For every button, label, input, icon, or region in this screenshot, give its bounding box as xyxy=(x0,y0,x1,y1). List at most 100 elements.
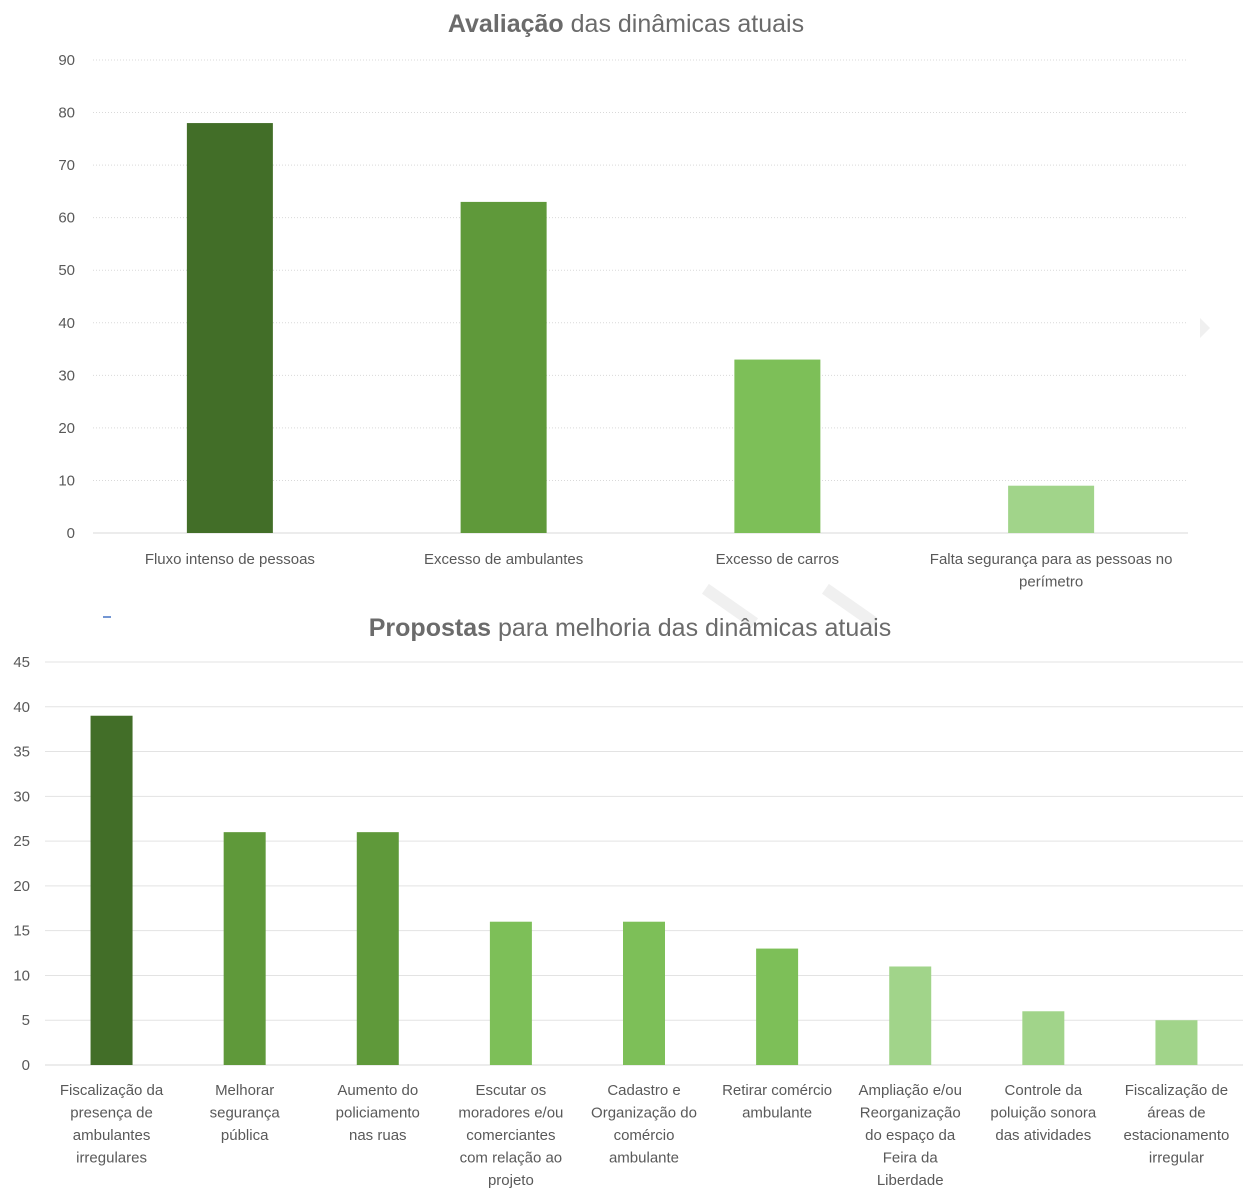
x-category-label: Aumento do policiamento nas ruas xyxy=(336,1082,420,1144)
chart-title-bold: Propostas xyxy=(369,614,491,642)
y-tick-label: 0 xyxy=(67,525,75,542)
x-category-label: Escutar os moradores e/ou comerciantes com … xyxy=(458,1082,563,1189)
x-category-label-line: projeto xyxy=(488,1172,534,1189)
bar xyxy=(1155,1020,1198,1065)
x-category-label-line: Fluxo intenso de pessoas xyxy=(145,551,315,568)
x-category-label-line: irregulares xyxy=(76,1150,147,1167)
x-category-label-line: Fiscalização da xyxy=(60,1082,164,1099)
chart-title: Avaliação das dinâmicas atuais xyxy=(448,10,804,38)
x-category-label: Controle da poluição sonora das atividades xyxy=(990,1082,1097,1144)
x-category-label-line: Feira da xyxy=(883,1150,939,1167)
y-tick-label: 40 xyxy=(13,699,30,716)
bar xyxy=(186,123,273,534)
chart-avaliacao: Avaliação das dinâmicas atuais 0 10 20 30 40… xyxy=(58,10,1188,591)
x-category-label-line: Reorganização xyxy=(860,1105,961,1122)
x-category-label: Melhorar segurança pública xyxy=(210,1082,281,1144)
y-tick-label: 20 xyxy=(58,420,75,437)
x-category-label-line: nas ruas xyxy=(349,1127,407,1144)
y-tick-label: 90 xyxy=(58,52,75,69)
x-category-label-line: Aumento do xyxy=(337,1082,418,1099)
chart-propostas: Propostas para melhoria das dinâmicas at… xyxy=(13,614,1243,1189)
x-category-label-line: ambulantes xyxy=(73,1127,151,1144)
y-tick-label: 0 xyxy=(22,1057,30,1074)
x-category-label-line: Cadastro e xyxy=(607,1082,680,1099)
x-category-label-line: Ampliação e/ou xyxy=(859,1082,962,1099)
y-tick-label: 50 xyxy=(58,262,75,279)
x-category-label-line: áreas de xyxy=(1147,1105,1205,1122)
y-tick-label: 30 xyxy=(13,788,30,805)
x-category-label-line: estacionamento xyxy=(1123,1127,1229,1144)
bar xyxy=(460,201,547,533)
x-category-label-line: das atividades xyxy=(995,1127,1091,1144)
chart-title: Propostas para melhoria das dinâmicas at… xyxy=(369,614,891,642)
x-category-label-line: Controle da xyxy=(1005,1082,1083,1099)
bar xyxy=(756,948,799,1065)
x-category-label: Falta segurança para as pessoas no períme… xyxy=(930,551,1173,591)
y-tick-label: 80 xyxy=(58,105,75,122)
chart-title-bold: Avaliação xyxy=(448,10,564,38)
x-category-label-line: Excesso de carros xyxy=(716,551,839,568)
y-tick-label: 15 xyxy=(13,923,30,940)
x-category-label-line: Retirar comércio xyxy=(722,1082,832,1099)
y-tick-label: 45 xyxy=(13,654,30,671)
x-axis-labels: Fluxo intenso de pessoas Excesso de ambul… xyxy=(145,551,1173,591)
bar xyxy=(90,715,133,1065)
x-category-label: Fiscalização de áreas de estacionamento irr… xyxy=(1123,1082,1229,1167)
y-tick-label: 10 xyxy=(58,472,75,489)
x-axis-labels: Fiscalização da presença de ambulantes irre… xyxy=(60,1082,1230,1189)
bar xyxy=(734,359,821,533)
y-tick-label: 60 xyxy=(58,210,75,227)
x-category-label: Excesso de carros xyxy=(716,551,839,568)
bar xyxy=(356,832,399,1065)
bar xyxy=(1008,485,1095,533)
bar xyxy=(489,921,532,1065)
x-category-label-line: Melhorar xyxy=(215,1082,274,1099)
y-tick-label: 20 xyxy=(13,878,30,895)
x-category-label-line: presença de xyxy=(70,1105,153,1122)
chart-title-rest: para melhoria das dinâmicas atuais xyxy=(491,614,891,642)
bars xyxy=(90,715,1198,1065)
x-category-label-line: comerciantes xyxy=(466,1127,555,1144)
x-category-label: Fluxo intenso de pessoas xyxy=(145,551,315,568)
y-tick-label: 35 xyxy=(13,744,30,761)
x-category-label-line: com relação ao xyxy=(460,1150,563,1167)
y-tick-label: 70 xyxy=(58,157,75,174)
x-category-label-line: do espaço da xyxy=(865,1127,956,1144)
bars xyxy=(186,123,1095,534)
x-category-label-line: Falta segurança para as pessoas no xyxy=(930,551,1173,568)
watermark xyxy=(701,318,1210,629)
x-category-label-line: Organização do xyxy=(591,1105,697,1122)
x-category-label-line: Fiscalização de xyxy=(1125,1082,1228,1099)
y-tick-label: 25 xyxy=(13,833,30,850)
x-category-label-line: comércio xyxy=(614,1127,675,1144)
y-tick-label: 5 xyxy=(22,1012,30,1029)
y-tick-label: 10 xyxy=(13,967,30,984)
gridlines xyxy=(93,59,1188,534)
x-category-label-line: perímetro xyxy=(1019,574,1083,591)
chart-title-rest: das dinâmicas atuais xyxy=(564,10,804,38)
x-category-label: Cadastro e Organização do comércio ambulant… xyxy=(591,1082,697,1167)
x-category-label: Ampliação e/ou Reorganização do espaço da F… xyxy=(859,1082,962,1189)
x-category-label-line: moradores e/ou xyxy=(458,1105,563,1122)
y-tick-label: 30 xyxy=(58,367,75,384)
bar xyxy=(623,921,665,1065)
x-category-label-line: Liberdade xyxy=(877,1172,944,1189)
x-category-label: Fiscalização da presença de ambulantes irre… xyxy=(60,1082,164,1167)
bar xyxy=(1022,1011,1065,1065)
x-category-label-line: irregular xyxy=(1149,1150,1204,1167)
x-category-label: Excesso de ambulantes xyxy=(424,551,583,568)
x-category-label-line: segurança xyxy=(210,1105,281,1122)
x-category-label-line: pública xyxy=(221,1127,269,1144)
x-category-label: Retirar comércio ambulante xyxy=(722,1082,832,1122)
x-category-label-line: Escutar os xyxy=(475,1082,546,1099)
x-category-label-line: poluição sonora xyxy=(990,1105,1097,1122)
x-category-label-line: policiamento xyxy=(336,1105,420,1122)
bar xyxy=(223,832,266,1065)
x-category-label-line: ambulante xyxy=(742,1105,812,1122)
bar xyxy=(889,966,932,1065)
y-tick-label: 40 xyxy=(58,315,75,332)
x-category-label-line: ambulante xyxy=(609,1150,679,1167)
y-axis-ticks: 0 5 10 15 20 25 30 35 40 45 xyxy=(13,654,30,1074)
y-axis-ticks: 0 10 20 30 40 50 60 70 80 90 xyxy=(58,52,75,542)
